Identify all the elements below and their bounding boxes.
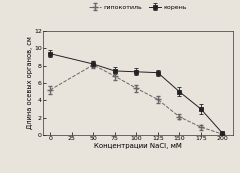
Y-axis label: Длина осевых органов, см: Длина осевых органов, см	[26, 37, 33, 129]
X-axis label: Концентрации NaCl, мМ: Концентрации NaCl, мМ	[94, 143, 182, 149]
Legend: гипокотиль, корень: гипокотиль, корень	[88, 3, 188, 11]
